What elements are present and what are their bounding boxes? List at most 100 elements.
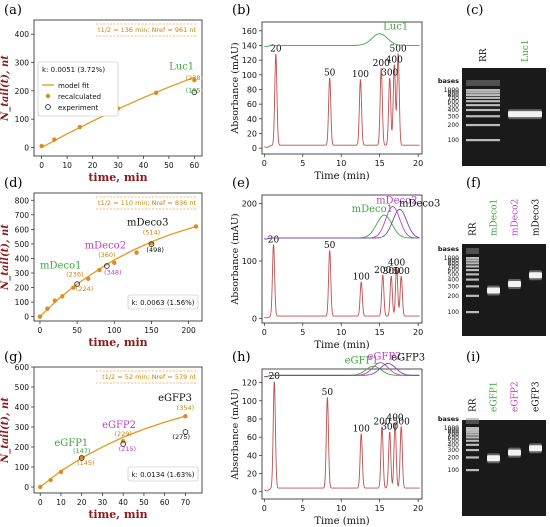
lane-label: RR	[469, 398, 479, 412]
y-tick-label: 600	[15, 363, 30, 372]
panel-label-d: (d)	[4, 176, 22, 191]
ladder-band	[466, 89, 500, 92]
y-tick-label: 160	[242, 27, 257, 36]
y-tick-label: 100	[242, 257, 257, 266]
sample-band	[529, 445, 542, 452]
ladder-band	[466, 427, 479, 430]
lane-label: mDeco3	[532, 198, 542, 236]
y-tick-label: 500	[15, 240, 30, 249]
peak-label: 20	[268, 235, 280, 245]
ladder-size-label: 700	[448, 432, 460, 439]
y-tick-label: 20	[247, 129, 257, 138]
peak-label: 20	[269, 372, 281, 382]
lane-label: eGFP1	[490, 381, 500, 412]
value-label: (360)	[98, 251, 115, 259]
panel-label-b: (b)	[232, 3, 250, 18]
ladder-band	[466, 265, 479, 268]
y-tick-label: 200	[242, 200, 257, 209]
panel-label-a: (a)	[4, 3, 22, 18]
recalculated-point	[71, 285, 76, 290]
y-tick-label: 100	[15, 115, 30, 124]
peak-label: 200	[374, 266, 391, 276]
y-tick-label: 200	[15, 443, 30, 452]
ladder-size-label: 400	[448, 107, 460, 114]
recalculated-point	[193, 224, 199, 229]
plot-frame	[33, 366, 203, 494]
ladder-size-label: 1000	[444, 255, 459, 262]
x-axis-label: Time (min)	[314, 171, 369, 182]
x-tick-label: 0	[262, 328, 267, 337]
ladder-band	[466, 123, 500, 127]
sample-band	[487, 455, 500, 462]
sample-trace	[264, 362, 420, 378]
model-fit-line	[39, 415, 186, 488]
y-tick-label: 0	[24, 313, 29, 322]
x-axis-label: Time (min)	[314, 516, 369, 527]
panel-label-c: (c)	[466, 3, 483, 18]
ladder-size-label: 200	[448, 455, 460, 462]
recalculated-point	[52, 298, 58, 303]
bases-label: bases	[438, 415, 459, 423]
ladder-size-label: 700	[448, 264, 460, 271]
ladder-size-label: 300	[448, 447, 460, 454]
ladder-size-label: 800	[448, 429, 460, 436]
ladder-size-label: 1000	[444, 425, 459, 432]
ladder-band	[466, 273, 479, 276]
ladder-band	[466, 262, 479, 265]
x-tick-label: 5	[300, 504, 305, 513]
ladder-band	[466, 259, 479, 262]
ladder-smear	[466, 248, 479, 254]
y-tick-label: 200	[15, 284, 30, 293]
ladder-band	[466, 311, 479, 314]
sample-trace	[264, 33, 420, 48]
experiment-point	[182, 429, 189, 435]
peak-label: 50	[324, 69, 336, 79]
x-tick-label: 70	[181, 498, 191, 507]
ladder-size-label: 800	[448, 92, 460, 99]
x-tick-label: 5	[300, 328, 305, 337]
lane-label: eGFP3	[532, 381, 542, 412]
y-tick-label: 100	[242, 71, 257, 80]
x-tick-label: 0	[38, 498, 43, 507]
y-tick-label: 700	[15, 211, 30, 220]
x-tick-label: 0	[262, 504, 267, 513]
x-tick-label: 15	[375, 504, 385, 513]
ladder-size-label: 100	[448, 467, 460, 474]
value-label: (238)	[186, 74, 203, 82]
ladder-smear	[466, 418, 479, 424]
peak-label: 200	[373, 417, 390, 427]
peak-label: 500	[393, 267, 410, 277]
x-tick-label: 10	[336, 328, 346, 337]
y-tick-label: 0	[252, 144, 257, 153]
rate-box	[127, 466, 199, 482]
construct-label: mDeco1	[40, 261, 81, 272]
sample-band	[508, 449, 521, 456]
sample-trace	[264, 363, 420, 378]
gel-background	[462, 244, 546, 336]
recalculated-point	[79, 455, 84, 460]
ladder-band	[466, 439, 479, 442]
x-axis-label: time, min	[88, 171, 147, 184]
y-tick-label: 400	[15, 254, 30, 263]
y-tick-label: 100	[15, 463, 30, 472]
ladder-band	[466, 257, 479, 260]
peak-label: 500	[393, 417, 410, 427]
ladder-band	[466, 428, 479, 432]
ladder-band	[466, 456, 479, 459]
panel-label-g: (g)	[4, 350, 22, 365]
trace-label: Luc1	[383, 22, 408, 33]
ladder-band	[466, 285, 479, 288]
ladder-trace	[264, 53, 420, 148]
kinetics-plot-d: 0 50 100 150 200 0 100 200 300 400 500 600 700 800 tim…	[0, 192, 203, 349]
plot-frame	[261, 21, 423, 155]
sample-band	[529, 272, 542, 279]
x-tick-label: 10	[336, 159, 346, 168]
plot-frame	[261, 194, 423, 324]
experiment-point	[103, 263, 110, 269]
x-tick-label: 60	[190, 161, 200, 170]
y-axis-label: N_tail(t), nt	[0, 55, 11, 122]
ladder-size-label: 500	[448, 102, 460, 109]
ladder-size-label: 700	[448, 95, 460, 102]
